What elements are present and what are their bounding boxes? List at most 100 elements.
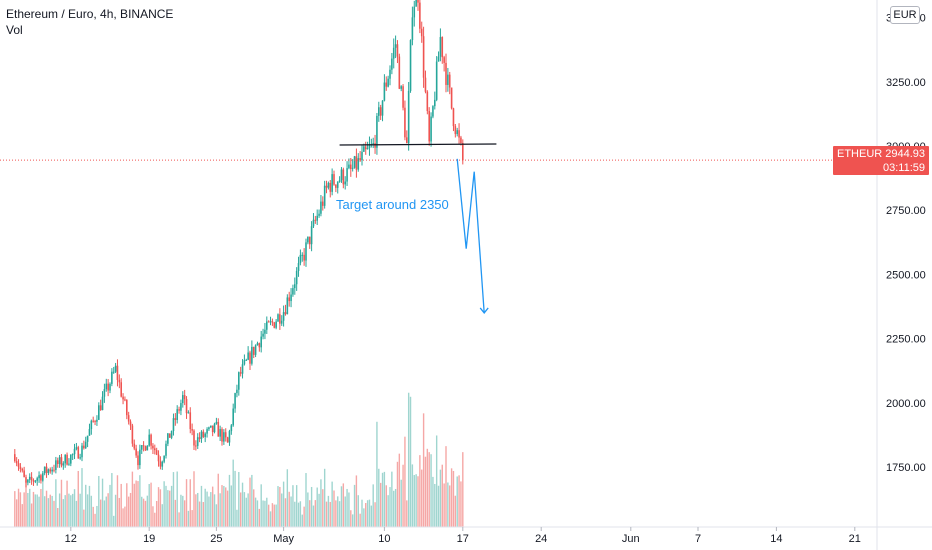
candle	[219, 425, 221, 441]
candle	[424, 70, 427, 94]
price-tick-label: 3250.00	[886, 77, 926, 89]
candle	[357, 153, 360, 172]
volume-bar	[127, 496, 130, 527]
volume-bar	[204, 488, 206, 527]
volume-bar	[174, 499, 177, 527]
candle	[336, 181, 339, 194]
target-annotation[interactable]: Target around 2350	[336, 197, 449, 212]
volume-bar	[217, 473, 219, 527]
candle	[385, 76, 388, 91]
volume-bar	[27, 492, 29, 527]
volume-bar	[221, 485, 223, 527]
candle	[191, 423, 193, 436]
volume-bar	[462, 452, 464, 527]
volume-bars	[14, 392, 464, 527]
volume-bar	[45, 490, 48, 527]
volume-bar	[353, 484, 356, 527]
volume-bar	[400, 479, 402, 527]
candle	[249, 350, 251, 371]
volume-bar	[79, 493, 81, 527]
candle	[448, 71, 451, 95]
candle	[19, 463, 22, 473]
volume-bar	[118, 497, 121, 527]
price-tick-label: 2750.00	[886, 205, 926, 217]
candle	[58, 455, 61, 468]
price-axis[interactable]: 1750.002000.002250.002500.002750.003000.…	[876, 0, 926, 550]
volume-bar	[417, 476, 419, 527]
time-axis[interactable]: 12 19 25 May 10 17 24 Jun 7 14 21	[0, 526, 932, 545]
candle	[224, 428, 227, 442]
volume-bar	[49, 494, 51, 527]
volume-bar	[279, 486, 281, 527]
volume-bar	[327, 495, 330, 527]
candle	[81, 442, 83, 462]
volume-bar	[42, 478, 44, 527]
volume-bar	[385, 485, 387, 527]
candle	[71, 453, 74, 461]
candle	[290, 288, 292, 308]
candle	[112, 366, 115, 374]
candle	[445, 53, 447, 93]
volume-bar	[322, 489, 324, 527]
candle	[432, 105, 434, 119]
volume-bar	[51, 495, 53, 527]
volume-bar	[297, 502, 300, 527]
volume-bar	[32, 491, 35, 527]
candle	[340, 167, 343, 183]
volume-bar	[193, 471, 195, 527]
candle	[129, 419, 132, 430]
candle	[150, 433, 152, 450]
last-price-symbol: ETHEUR	[837, 148, 883, 160]
candle	[142, 441, 145, 452]
volume-indicator-label[interactable]: Vol	[6, 23, 23, 37]
volume-bar	[303, 506, 305, 527]
volume-bar	[419, 455, 421, 527]
candle	[316, 209, 318, 226]
volume-bar	[241, 482, 244, 527]
candle	[90, 419, 93, 435]
volume-bar	[58, 493, 61, 527]
candle	[118, 374, 121, 389]
volume-bar	[232, 459, 234, 527]
volume-bar	[393, 490, 395, 527]
volume-bar	[254, 497, 257, 527]
volume-bar	[223, 485, 225, 527]
volume-bar	[430, 454, 432, 527]
volume-bar	[389, 487, 391, 527]
candle	[277, 313, 279, 322]
volume-bar	[409, 396, 412, 527]
volume-bar	[25, 481, 27, 527]
candle	[312, 213, 315, 228]
volume-bar	[383, 471, 386, 527]
volume-bar	[92, 506, 94, 527]
time-tick-label: 19	[143, 533, 155, 545]
candle	[137, 451, 139, 470]
currency-badge[interactable]: EUR	[890, 6, 920, 24]
volume-bar	[355, 475, 358, 527]
volume-bar	[163, 481, 165, 527]
volume-bar	[350, 510, 352, 527]
volume-bar	[299, 501, 302, 527]
candle	[389, 65, 391, 86]
time-tick-label: Jun	[622, 533, 640, 545]
candle	[372, 137, 374, 149]
candle	[355, 148, 358, 178]
candle	[42, 471, 44, 482]
volume-bar	[64, 495, 66, 527]
volume-bar	[197, 492, 199, 527]
volume-bar	[281, 493, 283, 527]
volume-bar	[348, 492, 350, 527]
volume-bar	[30, 503, 33, 527]
volume-bar	[269, 511, 272, 527]
candle	[260, 330, 262, 353]
candle	[325, 180, 328, 194]
volume-bar	[301, 514, 303, 527]
volume-bar	[363, 508, 365, 527]
volume-bar	[90, 495, 93, 527]
volume-bar	[99, 499, 102, 527]
candle	[383, 74, 386, 102]
volume-bar	[96, 505, 98, 527]
volume-bar	[202, 502, 205, 527]
time-tick-label: 24	[535, 533, 547, 545]
